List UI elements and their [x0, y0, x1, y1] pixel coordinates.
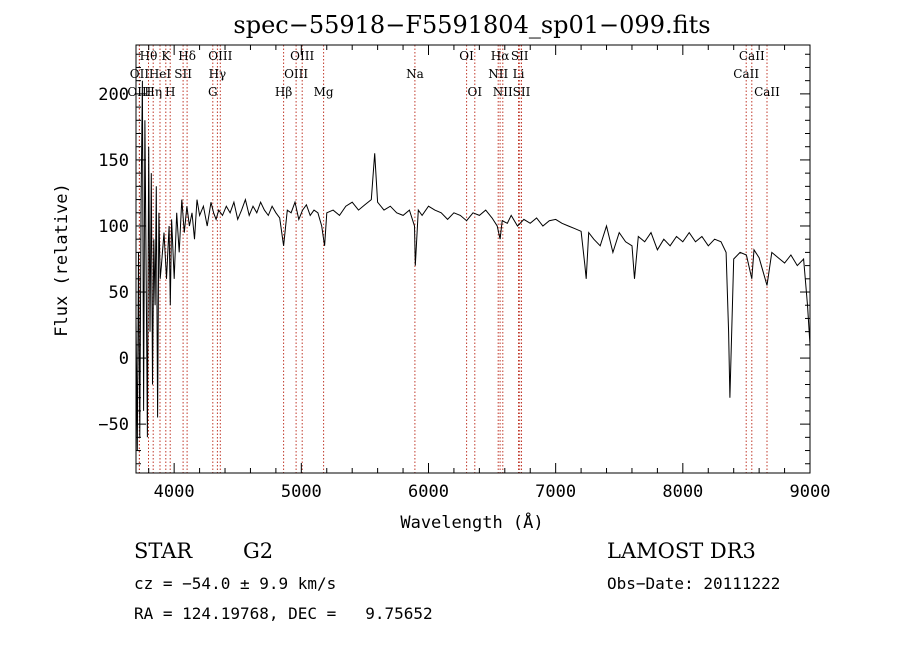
marker-label-10: Hγ	[209, 67, 227, 81]
marker-label-17: OI	[459, 49, 474, 63]
marker-label-19: Hα	[491, 49, 510, 63]
y-tick-label-1: 0	[119, 349, 129, 369]
marker-label-8: H	[165, 85, 175, 99]
marker-label-12: OIII	[290, 49, 314, 63]
y-tick-label-5: 200	[98, 85, 129, 105]
obs-date: Obs−Date: 20111222	[607, 574, 781, 593]
marker-label-15: Mg	[314, 85, 334, 99]
marker-label-2: OIII	[127, 85, 151, 99]
spectral-line-markers	[138, 45, 768, 473]
marker-label-27: CaII	[754, 85, 780, 99]
marker-label-0: Hθ	[140, 49, 158, 63]
marker-label-25: CaII	[739, 49, 765, 63]
y-axis-ticks: −50 0 50 100 150 200	[98, 53, 810, 465]
x-tick-label-4: 8000	[662, 482, 703, 502]
plot-frame	[135, 44, 811, 474]
marker-label-23: Li	[513, 67, 525, 81]
marker-label-3: K	[161, 49, 171, 63]
x-axis-label: Wavelength (Å)	[400, 511, 543, 533]
marker-label-1: OII	[130, 67, 150, 81]
object-subclass: G2	[243, 539, 274, 563]
redshift-readout: cz = −54.0 ± 9.9 km/s	[134, 574, 337, 593]
marker-label-5: Hη	[144, 85, 162, 99]
marker-label-21: NII	[493, 85, 513, 99]
y-tick-label-3: 100	[98, 217, 129, 237]
x-tick-label-3: 7000	[535, 482, 576, 502]
coordinates: RA = 124.19768, DEC = 9.75652	[134, 604, 433, 623]
marker-label-9: OIII	[208, 49, 232, 63]
x-tick-label-1: 5000	[281, 482, 322, 502]
marker-label-22: SII	[511, 49, 529, 63]
marker-label-16: Na	[406, 67, 424, 81]
x-tick-label-2: 6000	[408, 482, 449, 502]
y-tick-label-2: 50	[109, 283, 129, 303]
survey-name: LAMOST DR3	[607, 539, 756, 563]
marker-label-6: Hδ	[178, 49, 196, 63]
marker-label-13: OIII	[284, 67, 308, 81]
object-class: STAR	[134, 539, 193, 563]
x-tick-label-5: 9000	[790, 482, 831, 502]
marker-label-7: SII	[174, 67, 192, 81]
marker-label-26: CaII	[733, 67, 759, 81]
marker-label-20: NII	[488, 67, 508, 81]
spectral-line-labels: Hθ OII OIII K HeI Hη Hδ SII H OIII Hγ G OIII OIII Hβ Mg…	[127, 49, 780, 99]
y-tick-label-0: −50	[98, 415, 129, 435]
marker-label-11: G	[208, 85, 218, 99]
x-tick-label-0: 4000	[154, 482, 195, 502]
y-tick-label-4: 150	[98, 151, 129, 171]
x-axis-ticks: 4000 5000 6000 7000 8000 9000	[148, 45, 831, 502]
y-axis-label: Flux (relative)	[52, 183, 72, 337]
marker-label-14: Hβ	[275, 85, 292, 99]
chart-title: spec−55918−F5591804_sp01−099.fits	[233, 11, 710, 39]
marker-label-24: SII	[513, 85, 531, 99]
spectrum-series-line	[135, 80, 811, 451]
marker-label-18: OI	[468, 85, 483, 99]
marker-label-4: HeI	[149, 67, 172, 81]
